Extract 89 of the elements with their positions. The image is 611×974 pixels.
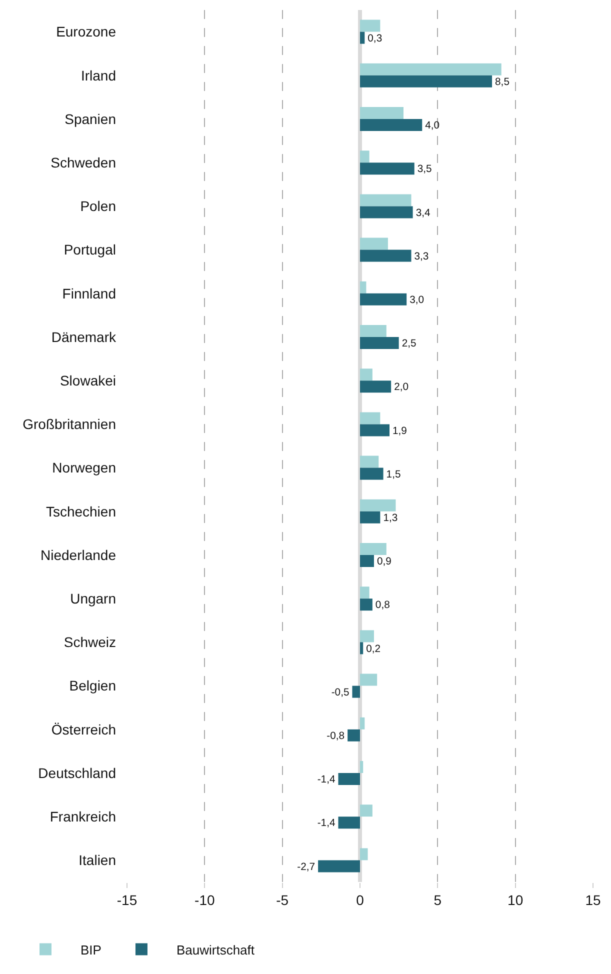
- data-label: 8,5: [495, 76, 510, 88]
- x-tick-label: -5: [276, 892, 289, 908]
- data-label: 0,8: [375, 600, 390, 612]
- bar: [360, 380, 392, 393]
- bar: [360, 194, 412, 206]
- bar: [360, 337, 399, 349]
- bar: [338, 816, 360, 829]
- y-tick-label: Dänemark: [51, 328, 117, 345]
- data-label: -1,4: [317, 774, 336, 786]
- y-tick-label: Großbritannien: [22, 416, 116, 432]
- y-tick-label: Irland: [80, 67, 116, 84]
- legend-label: Bauwirtschaft: [176, 942, 255, 958]
- y-tick-label: Belgien: [69, 678, 116, 694]
- bar: [348, 729, 360, 742]
- bar: [360, 804, 372, 817]
- bar: [360, 674, 378, 686]
- y-tick-label: Eurozone: [56, 24, 116, 40]
- bar: [360, 468, 384, 480]
- y-tick-label: Niederlande: [40, 546, 116, 563]
- y-tick-label: Deutschland: [38, 764, 116, 781]
- bar: [360, 848, 368, 860]
- data-label: 1,3: [383, 512, 398, 524]
- bar: [360, 32, 365, 44]
- data-label: -2,7: [297, 862, 316, 873]
- data-label: 2,0: [394, 382, 409, 394]
- bar: [360, 206, 413, 218]
- bar: [352, 686, 360, 698]
- x-tick-label: -10: [194, 892, 215, 908]
- bar: [360, 293, 407, 306]
- bar: [338, 773, 360, 785]
- bar: [360, 75, 492, 88]
- y-tick-label: Tschechien: [46, 503, 116, 520]
- bar: [360, 499, 396, 512]
- bar: [360, 107, 404, 119]
- bar: [360, 456, 379, 468]
- bar: [360, 717, 365, 730]
- bar: [360, 63, 502, 76]
- data-label: 0,9: [376, 556, 392, 568]
- x-tick-label: 0: [356, 892, 364, 908]
- bar: [360, 150, 370, 163]
- x-tick-label: 10: [508, 892, 524, 908]
- y-tick-label: Frankreich: [50, 808, 116, 824]
- data-label: 2,5: [402, 338, 416, 350]
- bar: [360, 412, 380, 424]
- y-tick-label: Österreich: [51, 721, 116, 738]
- y-tick-label: Ungarn: [70, 590, 116, 606]
- data-label: 1,9: [392, 426, 408, 437]
- bar: [318, 860, 360, 872]
- bar: [360, 598, 372, 611]
- bar: [360, 424, 390, 436]
- bar: [360, 250, 412, 262]
- bar: [360, 555, 374, 567]
- data-label: 4,0: [425, 120, 440, 132]
- y-tick-label: Spanien: [64, 110, 116, 127]
- legend-label: BIP: [80, 942, 102, 958]
- bar: [360, 20, 380, 32]
- x-tick-label: 15: [585, 892, 601, 908]
- data-label: 1,5: [386, 469, 401, 480]
- data-label: 3,0: [410, 294, 424, 306]
- y-tick-label: Schweiz: [64, 634, 116, 650]
- bar: [360, 543, 386, 555]
- y-tick-label: Schweden: [50, 154, 116, 170]
- data-label: 0,3: [368, 33, 382, 44]
- bar: [360, 368, 372, 381]
- y-tick-label: Italien: [78, 852, 116, 868]
- data-label: 0,2: [366, 644, 381, 655]
- y-tick-label: Norwegen: [52, 460, 116, 476]
- bar: [360, 119, 422, 131]
- y-tick-label: Polen: [80, 198, 116, 214]
- data-label: 3,3: [414, 251, 429, 262]
- bar: [360, 238, 388, 250]
- bar: [360, 325, 386, 337]
- data-label: -1,4: [317, 818, 336, 830]
- y-tick-label: Portugal: [64, 242, 116, 258]
- data-label: 3,5: [417, 164, 432, 176]
- y-tick-label: Finnland: [62, 285, 116, 302]
- bar: [360, 511, 380, 524]
- y-tick-label: Slowakei: [60, 372, 116, 388]
- x-tick-label: 5: [434, 892, 442, 908]
- x-tick-label: -15: [116, 892, 138, 908]
- data-label: -0,5: [331, 687, 350, 698]
- bar: [360, 761, 364, 773]
- bar: [360, 642, 364, 654]
- bar: [360, 162, 414, 175]
- bar: [360, 630, 374, 642]
- bar: [360, 586, 370, 599]
- data-label: -0,8: [326, 730, 345, 742]
- data-label: 3,4: [416, 208, 430, 219]
- bar: [360, 281, 366, 294]
